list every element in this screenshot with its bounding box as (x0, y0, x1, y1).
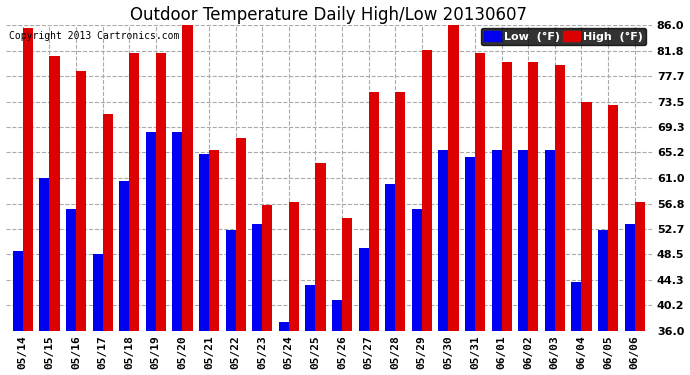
Bar (92, 254, 103, 375)
Bar (236, 138, 246, 375)
Bar (39, 178, 50, 375)
Bar (182, 25, 193, 375)
Legend: Low  (°F), High  (°F): Low (°F), High (°F) (480, 28, 647, 45)
Bar (129, 53, 139, 375)
Bar (66, 209, 76, 375)
Bar (226, 230, 236, 375)
Bar (368, 92, 379, 375)
Bar (50, 56, 59, 375)
Bar (582, 102, 591, 375)
Bar (555, 65, 565, 375)
Bar (422, 50, 432, 375)
Title: Outdoor Temperature Daily High/Low 20130607: Outdoor Temperature Daily High/Low 20130… (130, 6, 527, 24)
Bar (475, 53, 485, 375)
Bar (306, 285, 315, 375)
Bar (289, 202, 299, 375)
Bar (465, 157, 475, 375)
Bar (448, 25, 459, 375)
Bar (146, 132, 156, 375)
Bar (518, 150, 529, 375)
Bar (23, 28, 33, 375)
Bar (385, 184, 395, 375)
Bar (412, 209, 422, 375)
Bar (209, 150, 219, 375)
Bar (172, 132, 182, 375)
Bar (635, 202, 644, 375)
Bar (438, 150, 449, 375)
Bar (279, 322, 289, 375)
Bar (103, 114, 112, 375)
Bar (502, 62, 512, 375)
Bar (315, 163, 326, 375)
Bar (571, 282, 582, 375)
Bar (332, 300, 342, 375)
Bar (12, 251, 23, 375)
Bar (199, 153, 209, 375)
Bar (491, 150, 502, 375)
Bar (395, 92, 405, 375)
Text: Copyright 2013 Cartronics.com: Copyright 2013 Cartronics.com (9, 31, 179, 41)
Bar (156, 53, 166, 375)
Bar (262, 206, 273, 375)
Bar (545, 150, 555, 375)
Bar (119, 181, 129, 375)
Bar (529, 62, 538, 375)
Bar (342, 218, 352, 375)
Bar (598, 230, 608, 375)
Bar (252, 224, 262, 375)
Bar (624, 224, 635, 375)
Bar (76, 71, 86, 375)
Bar (359, 248, 368, 375)
Bar (608, 105, 618, 375)
